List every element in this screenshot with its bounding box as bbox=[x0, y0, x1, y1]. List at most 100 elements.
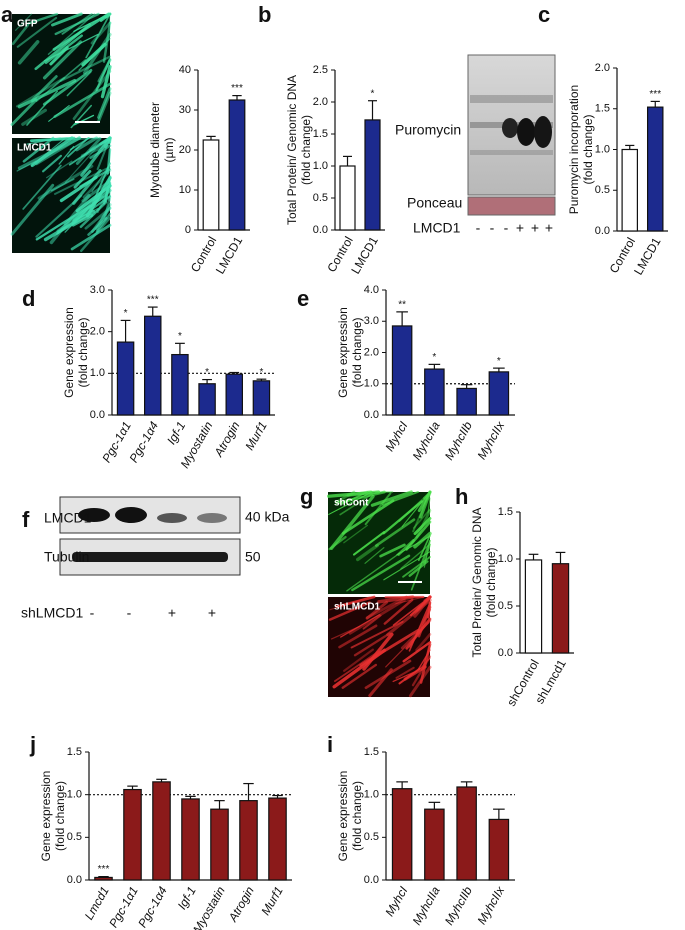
y-tick-label: 0.5 bbox=[364, 831, 379, 843]
micrograph bbox=[328, 595, 432, 698]
size-label: 50 bbox=[245, 549, 261, 565]
myotube bbox=[415, 633, 432, 652]
bar bbox=[268, 797, 287, 881]
image-label: shLMCD1 bbox=[334, 602, 381, 613]
myotube bbox=[383, 598, 414, 625]
myotube bbox=[427, 497, 431, 514]
y-tick-label: 1.5 bbox=[498, 506, 513, 518]
myotube bbox=[73, 114, 95, 126]
myotube bbox=[42, 40, 83, 80]
myotube bbox=[64, 148, 96, 184]
myotube bbox=[382, 500, 424, 535]
myotube bbox=[42, 68, 93, 106]
myotube bbox=[17, 40, 40, 65]
y-tick-label: 1.5 bbox=[364, 746, 379, 758]
band-label: LMCD1 bbox=[44, 510, 92, 526]
myotube bbox=[70, 223, 112, 251]
myotube bbox=[75, 137, 102, 165]
lane-label: - bbox=[490, 220, 495, 236]
myotube bbox=[49, 46, 69, 66]
x-tick-label: Atrogin bbox=[225, 884, 257, 925]
myotube bbox=[408, 665, 432, 698]
y-tick-label: 40 bbox=[179, 64, 191, 76]
myotube bbox=[341, 663, 378, 689]
myotube bbox=[362, 614, 382, 630]
myotube bbox=[87, 216, 108, 236]
myotube bbox=[365, 600, 389, 620]
y-axis-label: (fold change) bbox=[299, 115, 313, 185]
bar bbox=[424, 368, 445, 416]
myotube bbox=[27, 12, 59, 25]
myotube bbox=[334, 650, 380, 683]
band-label: Ponceau bbox=[407, 195, 462, 211]
myotube bbox=[10, 98, 38, 126]
significance: *** bbox=[147, 295, 159, 306]
myotube bbox=[46, 160, 73, 179]
myotube bbox=[70, 104, 92, 129]
panel-letter: f bbox=[22, 507, 30, 532]
bar bbox=[116, 341, 135, 416]
panel-letter: b bbox=[258, 2, 271, 27]
bar bbox=[123, 788, 142, 881]
bar bbox=[391, 788, 413, 881]
band-label: Tubulin bbox=[44, 549, 89, 565]
myotube bbox=[16, 160, 37, 172]
myotube bbox=[392, 669, 419, 683]
significance: ** bbox=[398, 300, 406, 311]
bar bbox=[94, 876, 113, 881]
x-tick-label: MyhcIIa bbox=[410, 884, 443, 928]
myotube bbox=[82, 169, 112, 199]
bar bbox=[339, 165, 356, 231]
myotube bbox=[97, 58, 112, 83]
y-axis-label: Total Protein/ Genomic DNA bbox=[285, 75, 299, 225]
myotube bbox=[71, 207, 99, 222]
myotube bbox=[73, 13, 110, 32]
myotube bbox=[338, 624, 378, 649]
myotube bbox=[328, 535, 347, 551]
bar bbox=[621, 148, 638, 232]
x-tick-label: MyhcI bbox=[382, 884, 410, 919]
y-tick-label: 0.0 bbox=[595, 225, 610, 237]
lane-label: - bbox=[504, 220, 509, 236]
y-axis-label: Gene expression bbox=[336, 307, 350, 398]
myotube bbox=[377, 595, 415, 604]
y-axis-label: Gene expression bbox=[39, 771, 53, 862]
bar bbox=[181, 798, 200, 881]
y-tick-label: 0.0 bbox=[364, 409, 379, 421]
myotube bbox=[386, 598, 432, 637]
y-tick-label: 0.0 bbox=[67, 874, 82, 886]
myotube bbox=[44, 34, 83, 65]
bar bbox=[152, 781, 171, 881]
myotube bbox=[97, 91, 112, 123]
y-axis-label: (fold change) bbox=[484, 547, 498, 617]
significance: * bbox=[205, 367, 209, 378]
lane-label: + bbox=[168, 605, 176, 621]
myotube bbox=[346, 552, 400, 592]
row-label: LMCD1 bbox=[413, 220, 461, 236]
y-tick-label: 3.0 bbox=[90, 284, 105, 296]
bar bbox=[228, 99, 246, 231]
y-tick-label: 1.0 bbox=[364, 378, 379, 390]
y-axis-label: Myotube diameter bbox=[148, 102, 162, 198]
bar bbox=[456, 387, 477, 416]
lane-label: - bbox=[127, 605, 132, 621]
myotube bbox=[51, 12, 83, 27]
panel-letter: j bbox=[29, 732, 36, 757]
bar bbox=[171, 353, 189, 416]
significance: * bbox=[432, 352, 436, 363]
bar bbox=[456, 786, 477, 881]
western-blot bbox=[467, 54, 556, 216]
bar bbox=[524, 559, 543, 654]
x-tick-label: MyhcI bbox=[382, 419, 410, 454]
myotube bbox=[328, 601, 371, 621]
myotube bbox=[351, 554, 411, 592]
bar bbox=[364, 119, 381, 231]
myotube bbox=[379, 543, 406, 558]
significance: * bbox=[259, 367, 263, 378]
myotube bbox=[59, 55, 112, 82]
x-tick-label: Murf1 bbox=[242, 419, 269, 453]
myotube bbox=[419, 490, 432, 519]
y-tick-label: 2.0 bbox=[90, 326, 105, 338]
myotube bbox=[79, 201, 108, 229]
x-tick-label: MyhcIIx bbox=[474, 418, 507, 462]
